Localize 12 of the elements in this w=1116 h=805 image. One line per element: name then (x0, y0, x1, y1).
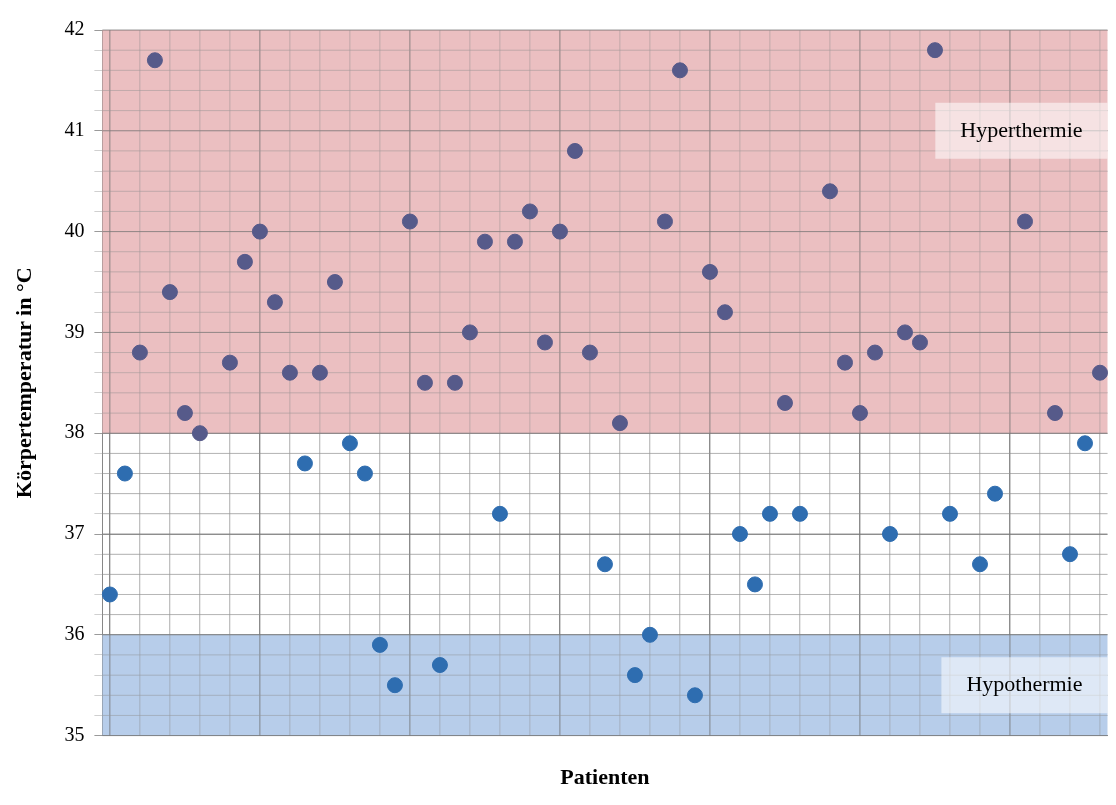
y-tick-label: 41 (64, 118, 85, 141)
band-label: Hyperthermie (960, 116, 1083, 142)
y-tick-label: 42 (64, 17, 85, 40)
x-axis-title: Patienten (560, 764, 650, 790)
y-tick-label: 39 (64, 319, 85, 342)
y-axis-title: Körpertemperatur in °C (10, 267, 36, 499)
y-tick-label: 38 (64, 420, 85, 443)
y-tick-label: 40 (64, 218, 85, 241)
y-tick-label: 35 (64, 722, 85, 745)
y-tick-label: 37 (64, 521, 85, 544)
y-tick-label: 36 (64, 622, 85, 645)
band-label: Hypothermie (966, 670, 1083, 696)
